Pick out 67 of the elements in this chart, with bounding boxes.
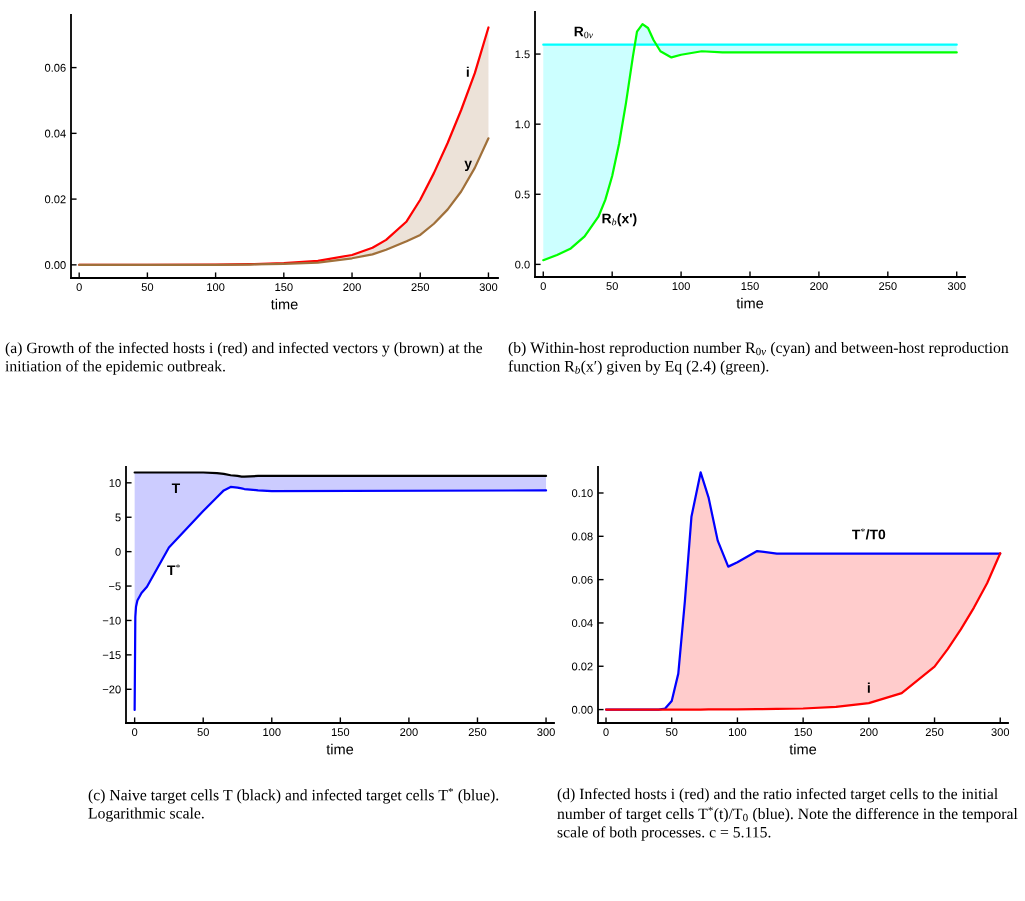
y-tick-label: −5: [109, 582, 121, 591]
y-tick-label: −15: [102, 651, 121, 660]
x-tick-label: 50: [606, 282, 618, 291]
series-label: i: [466, 66, 469, 77]
y-tick-label: 0.08: [571, 532, 593, 541]
series-label: T$^{*}$: [167, 564, 180, 576]
x-tick-label: 0: [76, 283, 82, 292]
x-tick-label: 200: [400, 728, 418, 737]
x-axis-title: time: [326, 743, 354, 755]
y-tick-label: 0.00: [571, 705, 593, 714]
x-tick-label: 100: [207, 283, 225, 292]
x-tick-label: 50: [197, 728, 209, 737]
x-tick-label: 200: [343, 283, 361, 292]
x-tick-label: 150: [741, 282, 759, 291]
y-tick-label: −20: [102, 685, 121, 694]
y-tick-label: 0: [115, 547, 121, 556]
y-tick-label: 0.02: [571, 662, 593, 671]
x-tick-label: 250: [411, 283, 430, 292]
x-axis-title: time: [736, 297, 764, 309]
x-tick-label: 50: [141, 283, 154, 292]
x-tick-label: 250: [925, 728, 944, 737]
text: (a) Growth of the infected hosts i (red) and infected vectors y (brown) at the initiation of the epidemic outbreak.: [5, 342, 483, 375]
series-label: R$_{0v}$: [574, 26, 594, 39]
y-tick-label: 0.06: [44, 63, 66, 72]
x-tick-label: 150: [794, 728, 812, 737]
y-tick-label: 5: [115, 513, 121, 522]
x-tick-label: 200: [810, 282, 828, 291]
x-tick-label: 300: [947, 282, 966, 291]
y-tick-label: 1.0: [515, 120, 530, 129]
x-tick-label: 200: [860, 728, 878, 737]
series-label: y: [464, 160, 472, 172]
y-tick-label: 0.04: [571, 619, 593, 628]
x-tick-label: 0: [603, 728, 609, 737]
y-tick-label: 0.5: [515, 190, 530, 199]
x-tick-label: 0: [540, 282, 546, 291]
series-label: i: [867, 682, 870, 693]
x-tick-label: 150: [275, 283, 293, 292]
x-tick-label: 100: [672, 282, 690, 291]
x-tick-label: 100: [263, 728, 281, 737]
y-tick-label: 0.0: [515, 260, 530, 269]
x-tick-label: 300: [991, 728, 1010, 737]
series-label: R$_{b}$(x'): [602, 213, 637, 227]
x-tick-label: 100: [729, 728, 747, 737]
y-tick-label: −10: [102, 616, 121, 625]
series-label: T: [171, 483, 181, 494]
text: (c) Naive target cells T (black) and infected target cells T$^{*}$ (blue). Logarithmic scale.: [88, 788, 499, 822]
y-tick-label: 1.5: [515, 50, 530, 59]
x-tick-label: 300: [479, 283, 498, 292]
y-tick-label: 0.06: [571, 575, 593, 584]
x-tick-label: 0: [131, 728, 138, 737]
y-tick-label: 10: [109, 479, 121, 487]
x-axis-title: time: [270, 298, 298, 310]
x-tick-label: 300: [537, 728, 555, 737]
text: (d) Infected hosts i (red) and the ratio infected target cells to the initial number of target cells T$^{*}$(t)/T$_{0}$ (blue). Note the difference in the temporal scale of both processes. c = 5.115.: [557, 788, 1018, 841]
series-label: T$^{*}$/T0: [852, 528, 886, 540]
x-tick-label: 250: [879, 282, 897, 291]
y-tick-label: 0.04: [44, 129, 66, 138]
x-tick-label: 50: [665, 728, 678, 737]
x-tick-label: 250: [468, 728, 487, 737]
line-series: [604, 552, 1002, 711]
y-tick-label: 0.02: [44, 195, 66, 204]
text: (b) Within-host reproduction number R$_{0v}$ (cyan) and between-host reproduction function R$_{b}$(x′) given by Eq (2.4) (green).: [508, 342, 1009, 375]
y-tick-label: 0.10: [571, 489, 593, 498]
y-tick-label: 0.00: [44, 261, 66, 269]
line-series: [78, 137, 490, 266]
x-axis-title: time: [789, 743, 817, 755]
x-tick-label: 150: [331, 728, 350, 737]
